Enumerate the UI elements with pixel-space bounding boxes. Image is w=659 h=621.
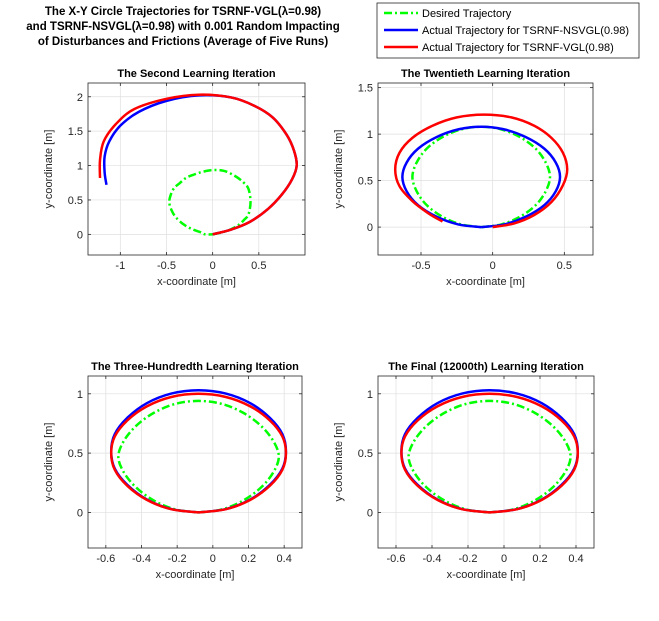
y-tick-label: 0 [77, 229, 83, 241]
y-axis-label: y-coordinate [m] [333, 423, 345, 502]
plot-area [88, 83, 305, 255]
x-tick-label: 0.2 [532, 553, 547, 565]
subplot-3: -0.6 -0.4 -0.2 0 0.2 0.4 0 0.5 1 The Three-Hundre… [43, 361, 303, 581]
y-tick-label: 0.5 [358, 448, 373, 460]
axes-box [87, 375, 303, 549]
legend-box [376, 2, 640, 59]
legend: Desired Trajectory Actual Trajectory for… [376, 2, 640, 59]
y-tick-label: 0.5 [358, 176, 373, 188]
x-tick-label: -0.2 [459, 553, 478, 565]
series-group [400, 388, 580, 514]
x-tick-label: 0.5 [251, 260, 266, 272]
x-tick-label: 0 [501, 553, 507, 565]
x-axis-label: x-coordinate [m] [447, 569, 526, 581]
series-line-desired [168, 168, 252, 236]
series-line-desired [411, 125, 552, 229]
y-tick-label: 1 [367, 389, 373, 401]
legend-label-desired: Desired Trajectory [422, 8, 512, 20]
subplot-title: The Second Learning Iteration [117, 68, 276, 80]
subplot-title: The Three-Hundredth Learning Iteration [91, 361, 299, 373]
axes-box [87, 82, 306, 256]
series-line-vgl [109, 392, 288, 514]
series-line-vgl [400, 392, 580, 514]
series-line-desired [117, 399, 281, 514]
figure-title-line-3: of Disturbances and Frictions (Average o… [38, 36, 328, 48]
x-tick-label: -0.2 [168, 553, 187, 565]
y-tick-label: 1 [77, 161, 83, 173]
x-axis-label: x-coordinate [m] [157, 276, 236, 288]
x-tick-label: -0.5 [412, 260, 431, 272]
legend-entry-desired: Desired Trajectory [384, 8, 512, 20]
x-tick-label: -0.5 [157, 260, 176, 272]
x-tick-label: 0.2 [241, 553, 256, 565]
x-tick-label: -0.6 [387, 553, 406, 565]
figure-title-line-2: and TSRNF-NSVGL(λ=0.98) with 0.001 Rando… [26, 21, 339, 33]
series-line-vgl [98, 93, 298, 236]
x-tick-label: -0.6 [96, 553, 115, 565]
y-tick-label: 1 [367, 129, 373, 141]
legend-label-vgl: Actual Trajectory for TSRNF-VGL(0.98) [422, 42, 614, 54]
y-axis-label: y-coordinate [m] [333, 130, 345, 209]
legend-entry-nsvgl: Actual Trajectory for TSRNF-NSVGL(0.98) [384, 25, 629, 37]
series-group [393, 113, 569, 229]
y-axis-label: y-coordinate [m] [43, 130, 55, 209]
x-tick-label: 0.4 [568, 553, 583, 565]
series-line-desired [407, 399, 572, 514]
y-tick-label: 0.5 [68, 195, 83, 207]
subplot-1: -1 -0.5 0 0.5 0 0.5 1 1.5 2 The Second Learning I… [43, 68, 306, 288]
subplot-4: -0.6 -0.4 -0.2 0 0.2 0.4 0 0.5 1 The Final (12000… [333, 361, 595, 581]
figure-title: The X-Y Circle Trajectories for TSRNF-VG… [26, 6, 339, 48]
series-line-vgl [393, 113, 569, 229]
x-axis-label: x-coordinate [m] [156, 569, 235, 581]
x-tick-label: -0.4 [132, 553, 151, 565]
x-tick-label: 0 [490, 260, 496, 272]
subplot-panels: -1 -0.5 0 0.5 0 0.5 1 1.5 2 The Second Learning I… [43, 68, 595, 581]
series-group [98, 93, 298, 236]
y-tick-label: 0 [367, 507, 373, 519]
axes-box [377, 375, 595, 549]
x-tick-label: 0 [210, 553, 216, 565]
x-tick-label: 0.5 [557, 260, 572, 272]
series-group [109, 388, 288, 514]
x-tick-label: -0.4 [423, 553, 442, 565]
subplot-2: -0.5 0 0.5 0 0.5 1 1.5 The Twentieth Learning I… [333, 68, 594, 288]
legend-label-nsvgl: Actual Trajectory for TSRNF-NSVGL(0.98) [422, 25, 629, 37]
plot-area [378, 376, 594, 548]
subplot-title: The Final (12000th) Learning Iteration [388, 361, 584, 373]
y-tick-label: 1.5 [68, 126, 83, 138]
x-tick-label: 0.4 [277, 553, 292, 565]
y-tick-label: 0 [77, 507, 83, 519]
x-tick-label: 0 [210, 260, 216, 272]
axes-box [377, 82, 594, 256]
y-tick-label: 0.5 [68, 448, 83, 460]
subplot-title: The Twentieth Learning Iteration [401, 68, 570, 80]
plot-area [378, 83, 593, 255]
x-axis-label: x-coordinate [m] [446, 276, 525, 288]
y-tick-label: 2 [77, 92, 83, 104]
legend-entry-vgl: Actual Trajectory for TSRNF-VGL(0.98) [384, 42, 614, 54]
y-tick-label: 1.5 [358, 83, 373, 95]
y-tick-label: 0 [367, 222, 373, 234]
plot-area [88, 376, 302, 548]
y-axis-label: y-coordinate [m] [43, 423, 55, 502]
x-tick-label: -1 [115, 260, 125, 272]
y-tick-label: 1 [77, 389, 83, 401]
figure-title-line-1: The X-Y Circle Trajectories for TSRNF-VG… [45, 6, 321, 18]
